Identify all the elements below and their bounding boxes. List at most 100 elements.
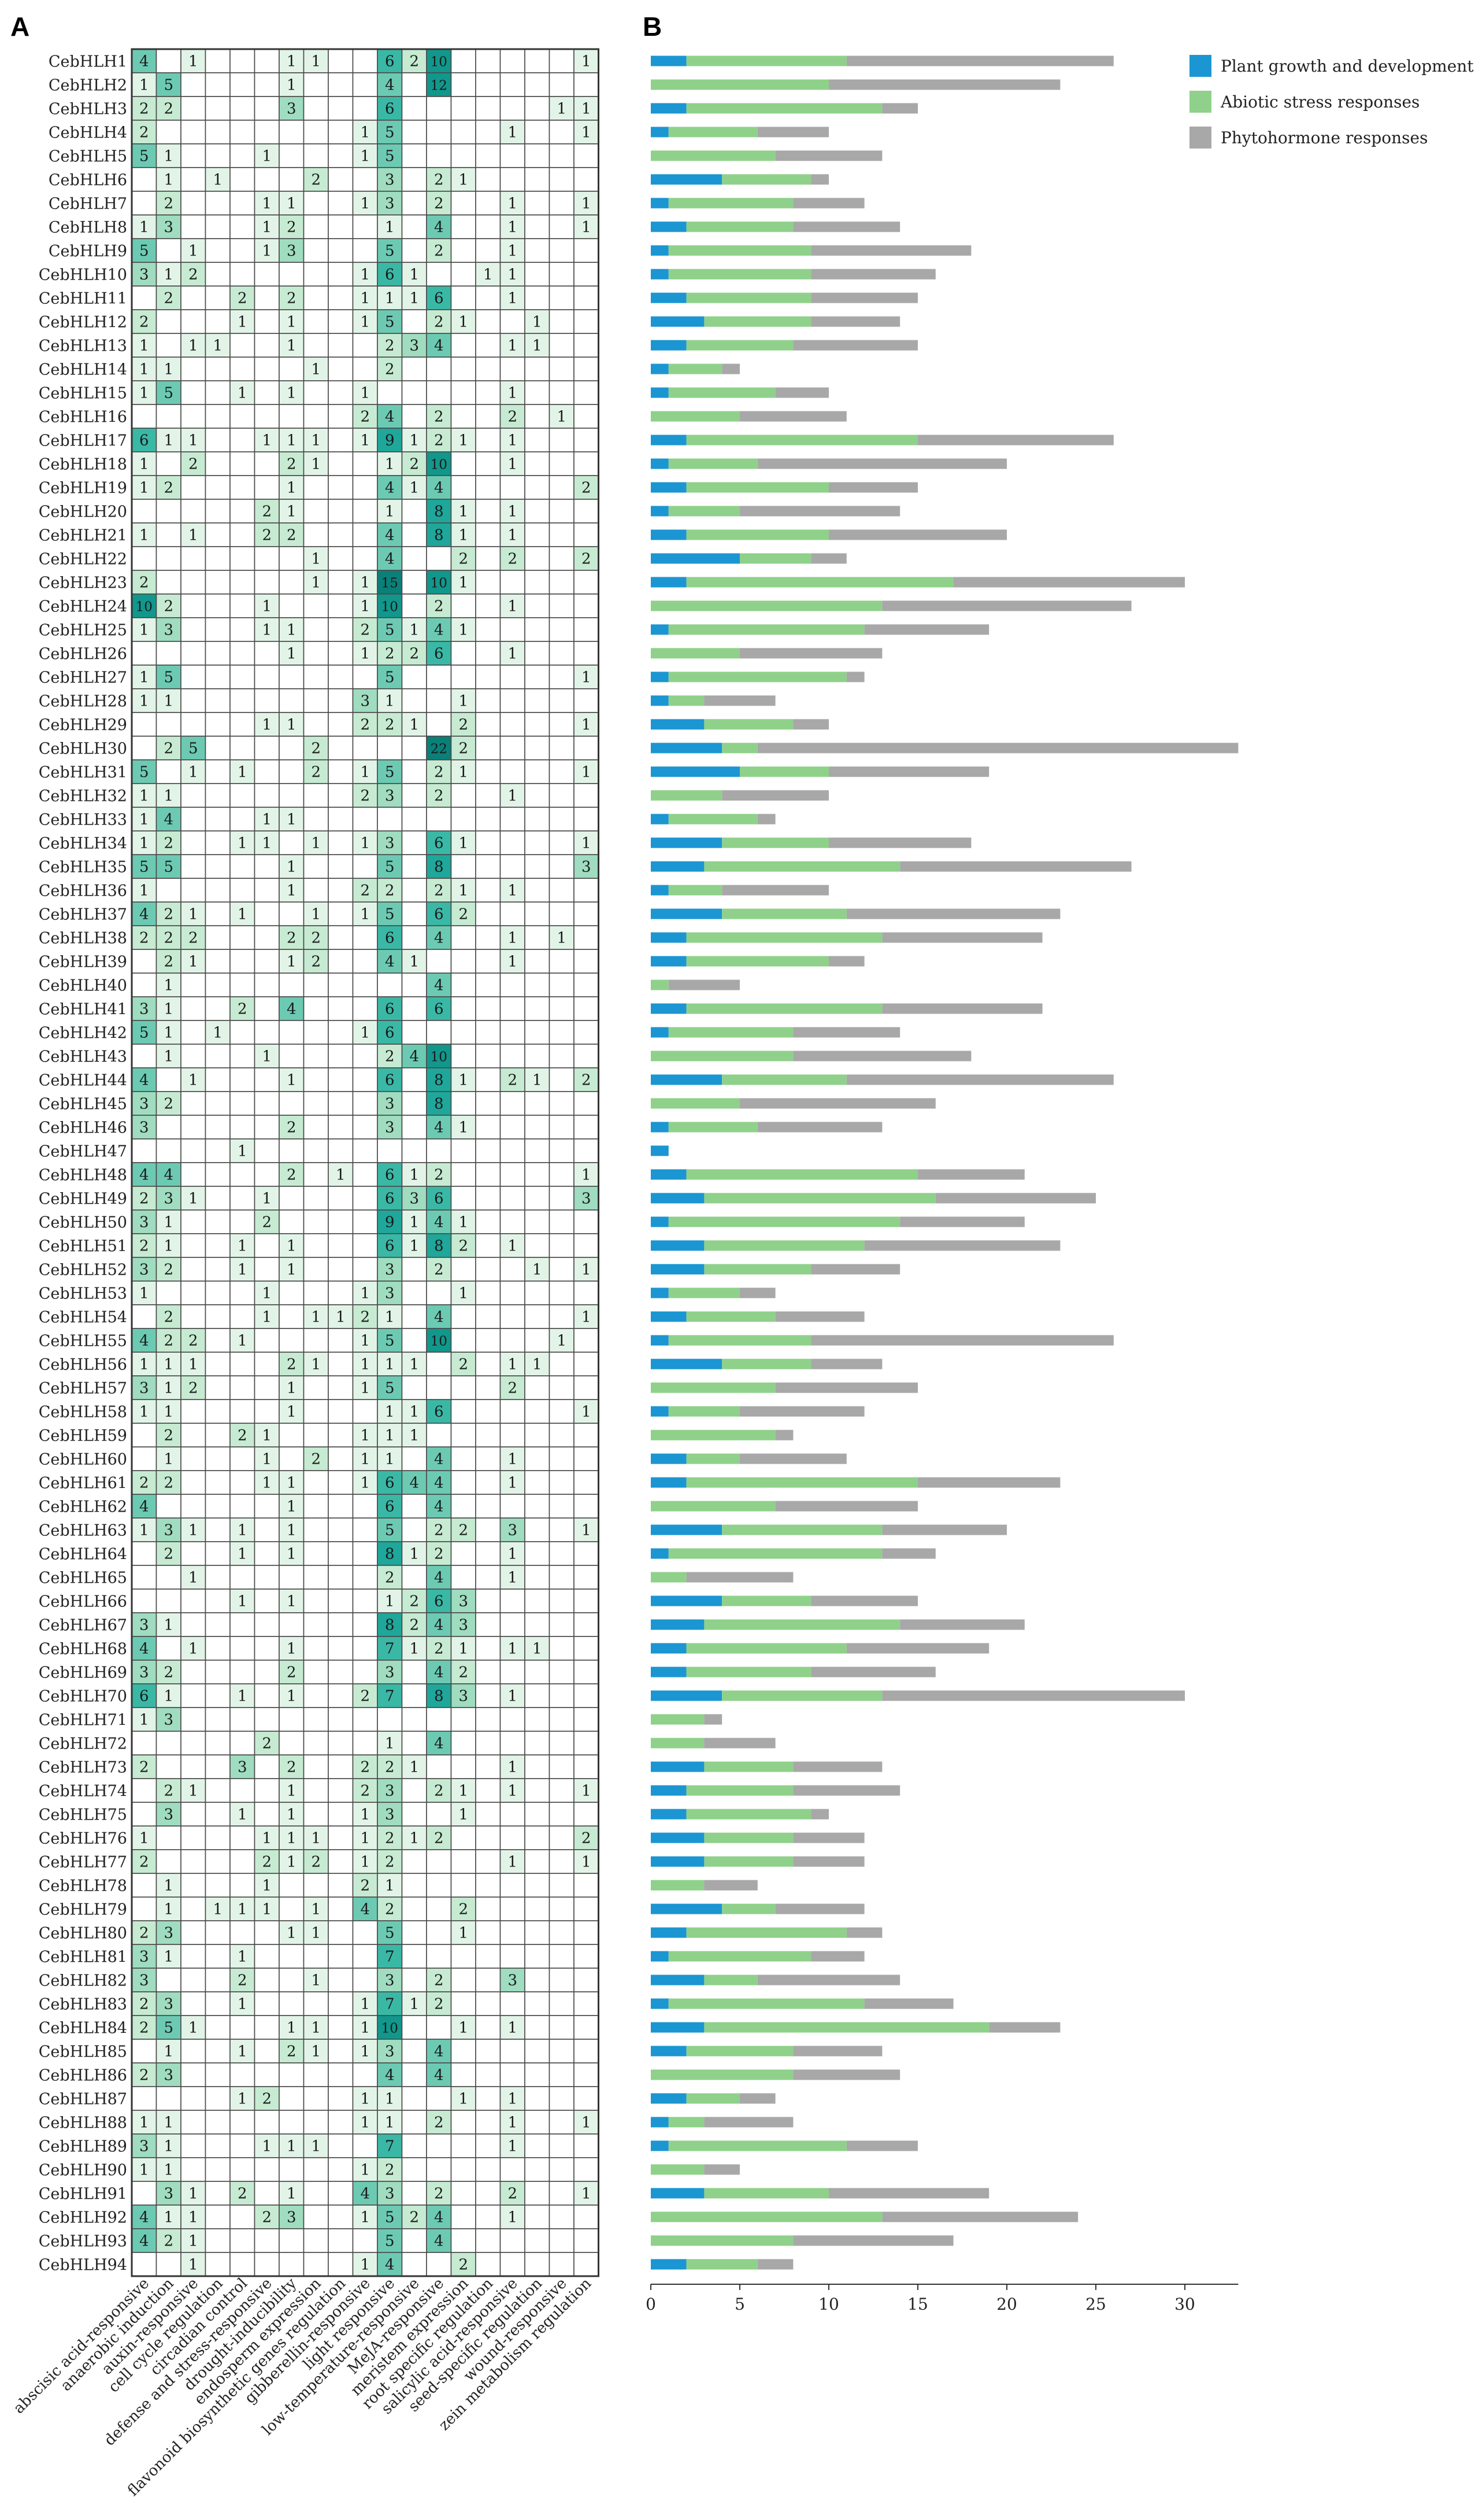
- heatmap-cell-value: 2: [164, 930, 173, 947]
- heatmap-cell: [401, 2039, 427, 2063]
- heatmap-cell: [426, 1446, 452, 1471]
- heatmap-cell: [450, 1328, 476, 1353]
- heatmap-cell: [303, 285, 329, 310]
- heatmap-cell: [377, 1257, 403, 1282]
- heatmap-cell-value: 1: [287, 1783, 297, 1800]
- heatmap-cell: [279, 1209, 305, 1234]
- heatmap-cell: [279, 285, 305, 310]
- heatmap-cell-value: 1: [458, 574, 468, 592]
- heatmap-cell: [279, 570, 305, 595]
- heatmap-cell: [377, 1707, 403, 1732]
- bar-segment: [668, 1998, 865, 2009]
- heatmap-cell: [450, 1754, 476, 1779]
- heatmap-cell-value: 3: [164, 219, 173, 236]
- row-label: CebHLH35: [39, 859, 127, 877]
- heatmap-cell-value: 1: [507, 788, 517, 805]
- heatmap-cell: [303, 499, 329, 524]
- heatmap-cell: [229, 1091, 255, 1116]
- heatmap-cell: [475, 1660, 501, 1684]
- heatmap-cell-value: 1: [581, 1404, 591, 1421]
- bar-segment: [668, 458, 758, 469]
- heatmap-cell: [450, 949, 476, 974]
- bar-segment: [846, 671, 865, 682]
- heatmap-cell: [401, 830, 427, 855]
- bar-segment: [722, 1359, 811, 1370]
- heatmap-cell-value: 3: [385, 1783, 395, 1800]
- heatmap-cell: [352, 1825, 378, 1850]
- row-label: CebHLH10: [39, 266, 127, 284]
- heatmap-cell-value: 1: [139, 480, 149, 497]
- heatmap-cell: [499, 2228, 525, 2253]
- heatmap-cell-value: 1: [409, 1214, 419, 1231]
- heatmap-cell: [205, 949, 231, 974]
- heatmap-cell: [328, 1494, 354, 1519]
- heatmap-cell: [254, 1968, 280, 1992]
- heatmap-cell: [499, 214, 525, 239]
- bar-segment: [900, 861, 1132, 872]
- heatmap-cell-value: 2: [188, 1380, 198, 1397]
- bar-segment: [793, 719, 829, 730]
- heatmap-cell-value: 2: [434, 172, 444, 189]
- heatmap-cell: [426, 428, 452, 452]
- heatmap-cell: [205, 262, 231, 287]
- heatmap-cell: [426, 1920, 452, 1945]
- heatmap-cell: [426, 120, 452, 144]
- heatmap-cell: [328, 1020, 354, 1045]
- heatmap-cell: [180, 1257, 206, 1282]
- heatmap-cell: [524, 2228, 550, 2253]
- heatmap-cell: [229, 2204, 255, 2229]
- bar-segment: [651, 1643, 687, 1654]
- heatmap-cell: [426, 1802, 452, 1827]
- heatmap-cell-value: 2: [434, 1830, 444, 1847]
- heatmap-cell: [328, 1186, 354, 1211]
- heatmap-cell-value: 1: [238, 2043, 247, 2061]
- bar-segment: [686, 1927, 847, 1938]
- heatmap-cell: [450, 1020, 476, 1045]
- heatmap-cell: [450, 1541, 476, 1566]
- heatmap-cell: [573, 451, 599, 476]
- heatmap-cell: [475, 1707, 501, 1732]
- heatmap-cell: [426, 1565, 452, 1590]
- heatmap-cell: [426, 1873, 452, 1898]
- heatmap-cell-value: 3: [581, 859, 591, 876]
- heatmap-cell: [377, 1589, 403, 1613]
- heatmap-cell: [377, 522, 403, 547]
- heatmap-cell-value: 4: [385, 953, 395, 971]
- heatmap-cell: [524, 120, 550, 144]
- heatmap-cell: [254, 1825, 280, 1850]
- heatmap-cell-value: 1: [188, 2185, 198, 2203]
- heatmap-cell: [524, 949, 550, 974]
- heatmap-cell: [328, 1446, 354, 1471]
- heatmap-cell: [401, 783, 427, 808]
- heatmap-cell-value: 2: [434, 243, 444, 260]
- heatmap-cell-value: 1: [360, 1333, 370, 1350]
- heatmap-cell: [499, 783, 525, 808]
- bar-segment: [668, 1335, 811, 1346]
- heatmap-cell: [377, 1636, 403, 1661]
- heatmap-cell: [180, 1991, 206, 2016]
- bar-segment: [651, 1193, 705, 1204]
- heatmap-cell-value: 2: [188, 930, 198, 947]
- heatmap-cell: [450, 901, 476, 926]
- heatmap-cell: [573, 830, 599, 855]
- heatmap-cell: [254, 1399, 280, 1424]
- heatmap-cell: [229, 238, 255, 263]
- heatmap-cell: [475, 1612, 501, 1637]
- heatmap-cell-value: 1: [360, 195, 370, 213]
- bar-segment: [668, 245, 811, 256]
- heatmap-cell: [499, 1044, 525, 1068]
- heatmap-cell: [499, 1897, 525, 1921]
- heatmap-cell: [254, 2157, 280, 2182]
- heatmap-cell-value: 1: [360, 2020, 370, 2037]
- bar-segment: [775, 1430, 794, 1441]
- heatmap-cell: [573, 1968, 599, 1992]
- heatmap-cell: [279, 2015, 305, 2040]
- heatmap-cell: [499, 1186, 525, 1211]
- bar-segment: [651, 387, 669, 398]
- heatmap-cell: [328, 688, 354, 713]
- bar-segment: [651, 1335, 669, 1346]
- heatmap-cell: [180, 1044, 206, 1068]
- heatmap-cell: [328, 475, 354, 500]
- heatmap-cell: [475, 1138, 501, 1163]
